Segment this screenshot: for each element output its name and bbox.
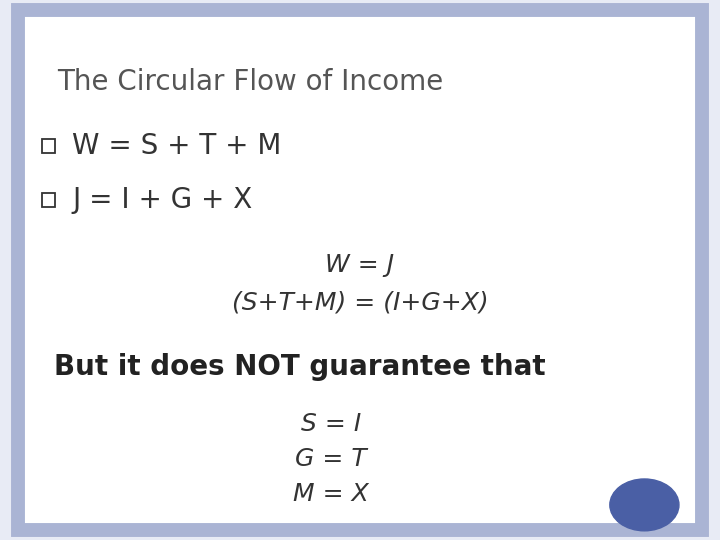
Bar: [42, 139, 55, 152]
Text: W = J: W = J: [325, 253, 395, 276]
Circle shape: [610, 479, 679, 531]
Text: M = X: M = X: [293, 482, 369, 506]
Bar: [42, 193, 55, 206]
Text: But it does NOT guarantee that: But it does NOT guarantee that: [54, 353, 546, 381]
FancyBboxPatch shape: [18, 10, 702, 530]
Text: G = T: G = T: [295, 447, 367, 471]
Text: W = S + T + M: W = S + T + M: [72, 132, 282, 160]
Text: (S+T+M) = (I+G+X): (S+T+M) = (I+G+X): [232, 291, 488, 314]
Text: The Circular Flow of Income: The Circular Flow of Income: [58, 68, 444, 96]
Text: J = I + G + X: J = I + G + X: [72, 186, 252, 214]
Text: S = I: S = I: [301, 412, 361, 436]
